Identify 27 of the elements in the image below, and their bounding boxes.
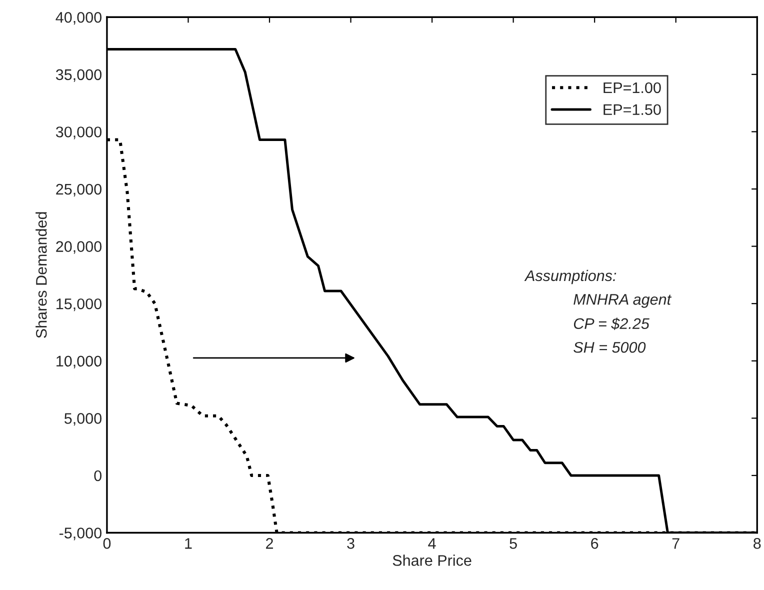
x-tick-label: 3: [347, 538, 354, 549]
annotation: CP = $2.25: [574, 318, 650, 330]
x-tick-label: 4: [428, 538, 436, 549]
x-tick-label: 0: [103, 538, 111, 549]
x-tick-label: 7: [672, 538, 680, 549]
y-tick-label: 20,000: [56, 241, 102, 254]
x-tick-label: 2: [266, 538, 273, 549]
y-tick-label: 40,000: [56, 12, 102, 25]
x-tick-label: 6: [591, 538, 598, 549]
legend-label: EP=1.00: [604, 82, 661, 94]
y-tick-label: 0: [94, 470, 102, 482]
annotation: Assumptions:: [524, 270, 616, 284]
x-tick-label: 5: [510, 538, 517, 549]
y-axis-title: Shares Demanded: [36, 212, 47, 338]
x-axis-title: Share Price: [392, 554, 472, 566]
x-tick-label: 8: [754, 538, 761, 549]
annotation: MNHRA agent: [574, 294, 672, 308]
x-tick-label: 1: [185, 538, 192, 549]
y-tick-label: 5,000: [64, 413, 102, 426]
y-tick-label: -5,000: [59, 528, 102, 540]
y-tick-label: 10,000: [56, 356, 102, 368]
y-tick-label: 35,000: [56, 69, 102, 82]
annotation: SH = 5000: [574, 342, 646, 353]
y-tick-label: 25,000: [56, 184, 102, 196]
y-tick-label: 15,000: [56, 298, 102, 312]
legend-label: EP=1.50: [604, 104, 661, 116]
y-tick-label: 30,000: [56, 126, 102, 140]
